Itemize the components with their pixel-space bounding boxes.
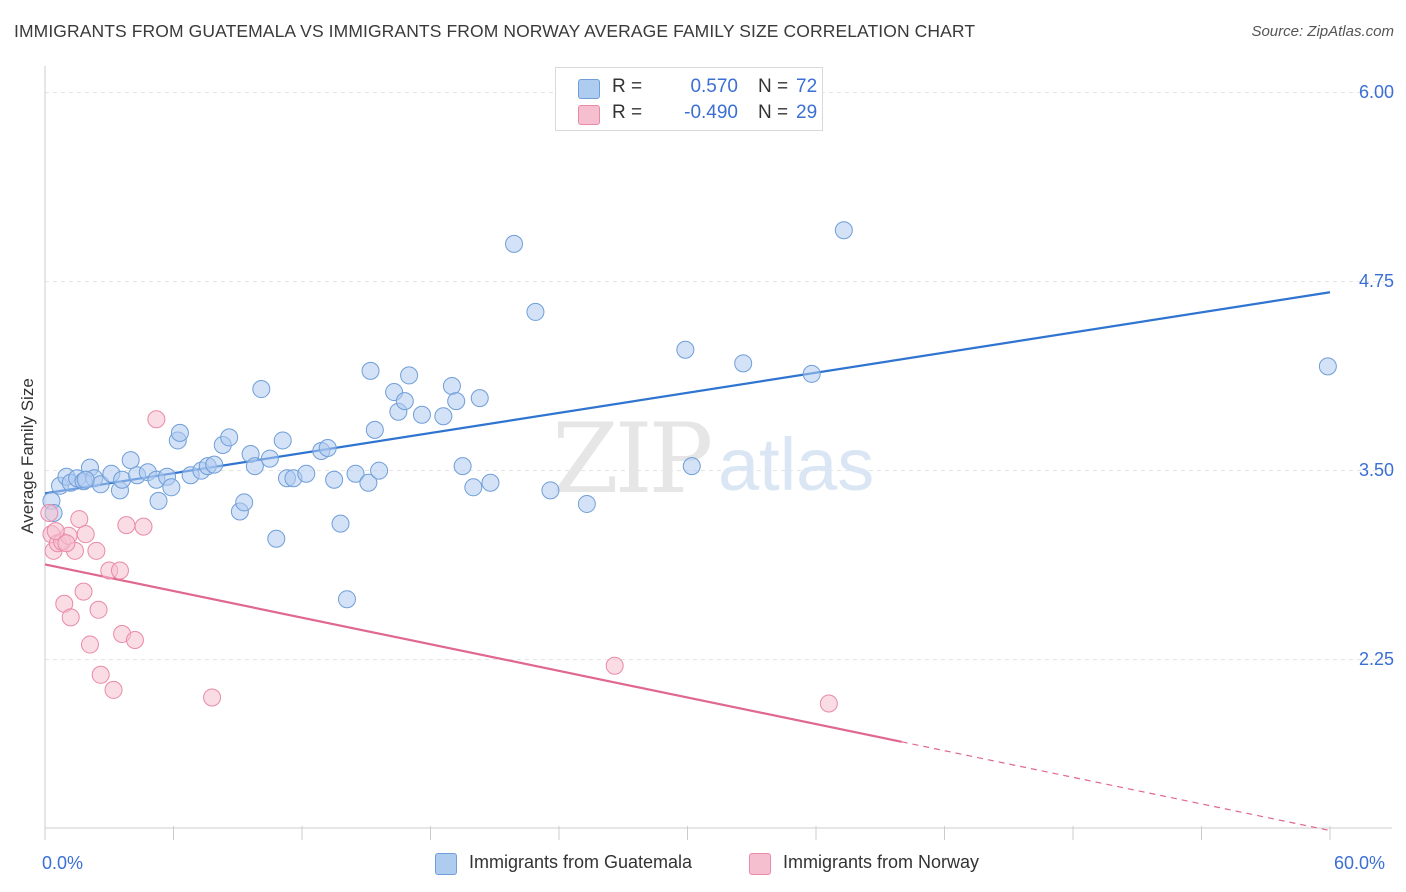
data-point — [400, 366, 419, 385]
data-point — [260, 449, 279, 468]
data-point — [110, 561, 129, 580]
data-point — [325, 470, 344, 489]
data-point — [235, 493, 254, 512]
watermark-atlas: atlas — [718, 423, 874, 506]
data-points — [40, 221, 1337, 713]
legend-swatch-pink — [578, 105, 600, 125]
data-point — [359, 473, 378, 492]
data-point — [453, 457, 472, 476]
data-point — [125, 631, 144, 650]
data-point — [70, 510, 89, 529]
data-point — [252, 380, 271, 399]
data-point — [481, 473, 500, 492]
data-point — [682, 457, 701, 476]
data-point — [734, 354, 753, 373]
legend-n-label: N = — [758, 76, 789, 97]
data-point — [61, 608, 80, 627]
data-point — [297, 464, 316, 483]
trend-lines — [44, 291, 1331, 832]
data-point — [76, 470, 95, 489]
data-point — [46, 522, 65, 541]
data-point — [331, 514, 350, 533]
series-legend-label: Immigrants from Guatemala — [469, 852, 693, 872]
data-point — [134, 517, 153, 536]
correlation-legend: R = 0.570 N = 72 R = -0.490 N = 29 — [555, 67, 823, 131]
series-legend-label: Immigrants from Norway — [783, 852, 980, 872]
legend-r-label: R = — [612, 102, 643, 123]
data-point — [370, 461, 389, 480]
x-tick-label-min: 0.0% — [42, 853, 84, 873]
data-point — [802, 364, 821, 383]
data-point — [220, 428, 239, 447]
legend-swatch-blue — [435, 853, 457, 875]
y-tick-label: 2.25 — [1358, 648, 1394, 669]
data-point — [1318, 357, 1337, 376]
data-point — [526, 302, 545, 321]
data-point — [318, 439, 337, 457]
data-point — [80, 635, 99, 654]
data-point — [205, 455, 224, 474]
legend-r-label: R = — [612, 76, 643, 97]
data-point — [170, 423, 189, 442]
data-point — [470, 389, 489, 408]
data-point — [541, 481, 560, 500]
data-point — [605, 656, 624, 675]
data-point — [464, 478, 483, 497]
legend-n-value: 29 — [796, 102, 818, 123]
legend-r-value: -0.490 — [684, 102, 738, 123]
grid-lines — [45, 92, 1392, 661]
data-point — [577, 494, 596, 513]
y-axis-label: Average Family Size — [18, 378, 37, 534]
data-point — [91, 665, 110, 684]
legend-n-label: N = — [758, 102, 789, 123]
legend-swatch-pink — [749, 853, 771, 875]
data-point — [447, 392, 466, 411]
data-point — [346, 464, 365, 483]
x-tick-label-max: 60.0% — [1334, 853, 1386, 873]
legend-swatch-blue — [578, 79, 600, 99]
data-point — [121, 451, 140, 470]
data-point — [819, 694, 838, 713]
data-point — [395, 392, 414, 411]
data-point — [40, 504, 59, 523]
trend-line — [44, 563, 902, 743]
data-point — [87, 541, 106, 560]
data-point — [203, 688, 222, 707]
data-point — [147, 410, 166, 429]
data-point — [365, 420, 384, 439]
data-point — [505, 234, 524, 253]
data-point — [113, 470, 132, 489]
watermark: ZIP atlas — [552, 403, 874, 515]
y-tick-label: 3.50 — [1358, 459, 1394, 480]
data-point — [57, 534, 76, 553]
data-point — [834, 221, 853, 240]
data-point — [89, 600, 108, 619]
data-point — [117, 516, 136, 535]
data-point — [412, 405, 431, 424]
data-point — [149, 491, 168, 510]
data-point — [74, 582, 93, 601]
data-point — [442, 377, 461, 396]
legend-n-value: 72 — [796, 76, 818, 97]
data-point — [76, 525, 95, 544]
data-point — [676, 340, 695, 359]
chart-title: IMMIGRANTS FROM GUATEMALA VS IMMIGRANTS … — [14, 21, 976, 41]
legend-r-value: 0.570 — [690, 76, 738, 97]
data-point — [162, 478, 181, 497]
data-point — [337, 590, 356, 609]
y-tick-label: 6.00 — [1358, 81, 1394, 102]
data-point — [273, 431, 292, 450]
data-point — [245, 457, 264, 476]
data-point — [361, 361, 380, 380]
axes — [44, 66, 1392, 840]
data-point — [104, 680, 123, 699]
data-point — [434, 407, 453, 426]
y-tick-label: 4.75 — [1358, 270, 1394, 291]
trend-line-extrapolated — [901, 741, 1331, 832]
source-label: Source: ZipAtlas.com — [1251, 23, 1394, 40]
data-point — [267, 529, 286, 548]
